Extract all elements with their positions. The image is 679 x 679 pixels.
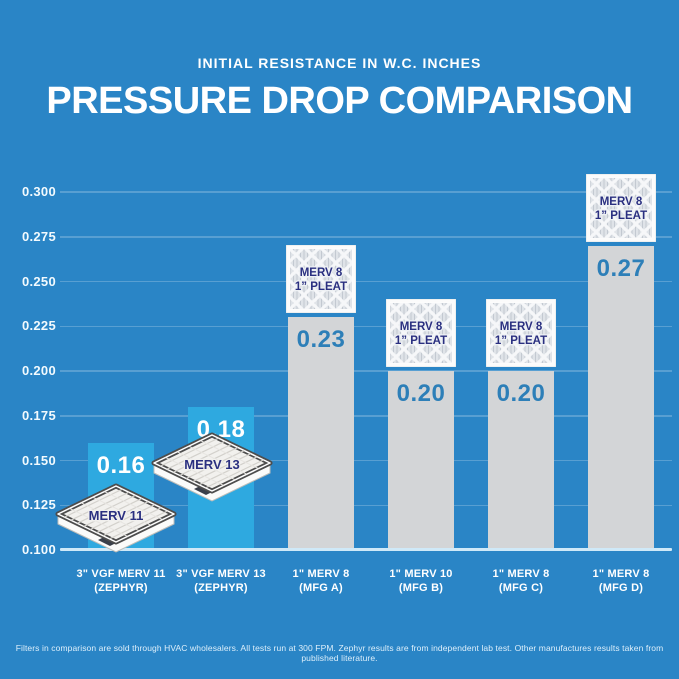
- x-axis-line: [60, 548, 672, 551]
- y-axis-tick-label: 0.100: [21, 542, 56, 557]
- category-line1: 1" MERV 8: [592, 568, 650, 580]
- category-label: 1" MERV 8 (MFG C): [466, 567, 576, 595]
- category-line2: (MFG D): [598, 582, 644, 594]
- y-axis-tick-label: 0.300: [21, 184, 56, 199]
- bar-value-label: 0.16: [96, 451, 146, 479]
- gridline: [60, 325, 672, 327]
- chart-subtitle: INITIAL RESISTANCE IN W.C. INCHES: [197, 55, 482, 71]
- chart-title: PRESSURE DROP COMPARISON: [46, 80, 633, 122]
- bar-value-label: 0.27: [596, 254, 646, 282]
- category-line2: (ZEPHYR): [194, 582, 248, 594]
- category-line1: 1" MERV 8: [292, 568, 350, 580]
- category-line1: 3" VGF MERV 13: [176, 568, 266, 580]
- category-line1: 1" MERV 10: [389, 568, 453, 580]
- bar-value-label: 0.23: [296, 326, 346, 354]
- svg-text:MERV 8: MERV 8: [400, 321, 443, 333]
- gridline: [60, 280, 672, 283]
- category-line1: 3" VGF MERV 11: [76, 568, 166, 580]
- svg-text:MERV 13: MERV 13: [184, 457, 239, 472]
- category-line2: (ZEPHYR): [94, 582, 148, 594]
- y-axis-tick-label: 0.125: [21, 497, 56, 513]
- filter-photo-merv-11: MERV 11: [54, 478, 178, 561]
- svg-text:MERV 8: MERV 8: [600, 196, 643, 208]
- svg-text:MERV 11: MERV 11: [89, 508, 144, 523]
- bar-value-label: 0.20: [396, 380, 446, 407]
- category-label: 1" MERV 8 (MFG A): [266, 567, 376, 595]
- category-label: 3" VGF MERV 11 (ZEPHYR): [66, 567, 176, 595]
- category-line2: (MFG B): [398, 582, 444, 594]
- y-axis-tick-label: 0.200: [21, 363, 56, 378]
- bar: [388, 371, 454, 550]
- gridline: [60, 191, 672, 193]
- gridline: [60, 459, 672, 462]
- filter-photo-merv-13: MERV 13: [150, 427, 274, 510]
- svg-text:1” PLEAT: 1” PLEAT: [295, 281, 347, 293]
- svg-text:1” PLEAT: 1” PLEAT: [495, 335, 547, 347]
- filter-photo-merv-8-1-pleat: MERV 8 1” PLEAT: [586, 173, 656, 247]
- filter-photo-merv-8-1-pleat: MERV 8 1” PLEAT: [486, 299, 556, 372]
- y-axis-tick-label: 0.150: [21, 452, 56, 468]
- category-label: 3" VGF MERV 13 (ZEPHYR): [166, 567, 276, 595]
- gridline: [60, 370, 672, 372]
- bar: [488, 371, 554, 550]
- y-axis-tick-label: 0.225: [21, 318, 56, 334]
- category-line2: (MFG C): [498, 582, 544, 594]
- footnote: Filters in comparison are sold through H…: [15, 643, 664, 663]
- y-axis-tick-label: 0.275: [21, 228, 56, 244]
- category-line1: 1" MERV 8: [492, 568, 550, 580]
- svg-text:1” PLEAT: 1” PLEAT: [595, 210, 647, 222]
- category-label: 1" MERV 8 (MFG D): [566, 567, 676, 595]
- gridline: [60, 415, 672, 417]
- gridline: [60, 236, 672, 238]
- bar-value-label: 0.20: [496, 380, 546, 407]
- y-axis-tick-label: 0.250: [21, 273, 56, 289]
- svg-text:MERV 8: MERV 8: [500, 321, 543, 333]
- svg-text:MERV 8: MERV 8: [300, 267, 343, 279]
- category-label: 1" MERV 10 (MFG B): [366, 567, 476, 595]
- category-line2: (MFG A): [299, 582, 343, 594]
- gridline: [60, 504, 672, 506]
- svg-text:1” PLEAT: 1” PLEAT: [395, 335, 447, 347]
- bar: [588, 245, 654, 550]
- y-axis-tick-label: 0.175: [21, 407, 56, 423]
- filter-photo-merv-8-1-pleat: MERV 8 1” PLEAT: [386, 299, 456, 372]
- filter-photo-merv-8-1-pleat: MERV 8 1” PLEAT: [286, 245, 356, 318]
- bar: [288, 317, 354, 550]
